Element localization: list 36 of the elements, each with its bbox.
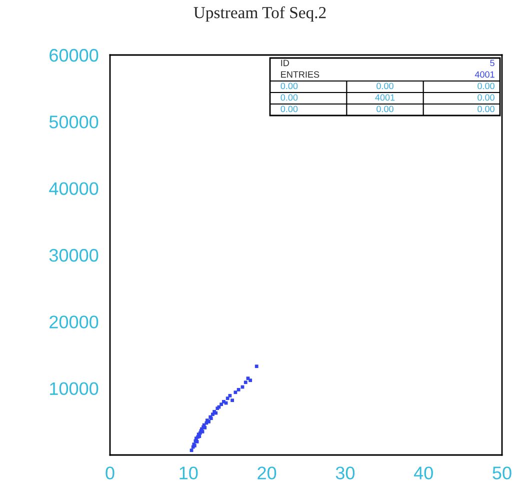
annotation: 0.00: [478, 106, 494, 112]
point: [244, 380, 248, 384]
annotation: 4001: [474, 71, 494, 78]
point: [226, 396, 230, 400]
annotation: 0.00: [376, 106, 394, 112]
y-tick-label: 60000: [50, 48, 98, 62]
annotation: 0.00: [280, 106, 298, 112]
point: [236, 388, 240, 392]
annotation: 4001: [375, 94, 395, 101]
point: [230, 398, 234, 402]
chart-title: Upstream Tof Seq.2: [194, 6, 326, 22]
annotation: 0.00: [280, 94, 298, 101]
annotation: 0.00: [376, 82, 394, 90]
x-tick-label: 50: [492, 466, 512, 480]
annotation: 5: [490, 60, 494, 66]
x-tick-label: 0: [106, 466, 114, 480]
point: [190, 448, 194, 452]
point: [254, 364, 258, 368]
x-tick-label: 30: [336, 466, 355, 480]
y-tick-label: 40000: [49, 182, 98, 196]
annotation: 0.00: [280, 82, 298, 90]
y-tick-label: 50000: [49, 116, 98, 128]
x-tick-label: 10: [180, 466, 198, 480]
annotation: ID: [281, 60, 289, 66]
annotation: 0.00: [478, 94, 494, 101]
point: [234, 390, 238, 394]
point: [220, 402, 224, 406]
point: [248, 378, 252, 382]
y-tick-label: 30000: [49, 248, 98, 262]
point: [228, 394, 232, 398]
y-tick-label: 20000: [50, 316, 98, 328]
annotation: 0.00: [478, 82, 494, 90]
y-tick-label: 10000: [50, 382, 98, 396]
x-tick-label: 20: [258, 466, 276, 480]
annotation: ENTRIES: [281, 71, 320, 78]
x-tick-label: 40: [414, 466, 433, 480]
